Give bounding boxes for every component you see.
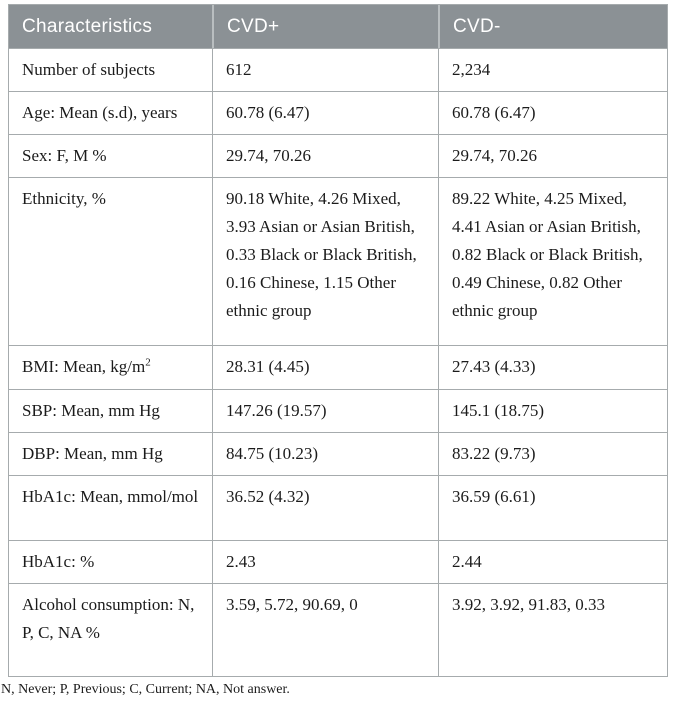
row-value: 28.31 (4.45)	[212, 345, 438, 389]
row-label: HbA1c: Mean, mmol/mol	[9, 475, 212, 540]
table-body: Number of subjects 612 2,234 Age: Mean (s.d…	[9, 48, 667, 676]
row-value: 83.22 (9.73)	[438, 432, 667, 475]
table-row: Sex: F, M % 29.74, 70.26 29.74, 70.26	[9, 134, 667, 177]
row-value: 3.59, 5.72, 90.69, 0	[212, 583, 438, 676]
row-value: 2.44	[438, 540, 667, 583]
row-value: 3.92, 3.92, 91.83, 0.33	[438, 583, 667, 676]
header-cell-cvd-negative: CVD-	[438, 5, 667, 48]
table-row: Number of subjects 612 2,234	[9, 48, 667, 91]
row-label: HbA1c: %	[9, 540, 212, 583]
table-row: HbA1c: Mean, mmol/mol 36.52 (4.32) 36.59 (…	[9, 475, 667, 540]
row-value: 36.52 (4.32)	[212, 475, 438, 540]
row-value: 27.43 (4.33)	[438, 345, 667, 389]
table-row: HbA1c: % 2.43 2.44	[9, 540, 667, 583]
row-value: 145.1 (18.75)	[438, 389, 667, 432]
row-value: 612	[212, 48, 438, 91]
row-value: 29.74, 70.26	[438, 134, 667, 177]
row-label: Age: Mean (s.d), years	[9, 91, 212, 134]
row-value: 29.74, 70.26	[212, 134, 438, 177]
table-row: Ethnicity, % 90.18 White, 4.26 Mixed, 3.9…	[9, 177, 667, 345]
row-value: 2.43	[212, 540, 438, 583]
table-header: Characteristics CVD+ CVD-	[9, 5, 667, 48]
row-label: DBP: Mean, mm Hg	[9, 432, 212, 475]
row-label: BMI: Mean, kg/m2	[9, 345, 212, 389]
table-row: Alcohol consumption: N, P, C, NA % 3.59, …	[9, 583, 667, 676]
row-label: Alcohol consumption: N, P, C, NA %	[9, 583, 212, 676]
row-value: 36.59 (6.61)	[438, 475, 667, 540]
row-label: Ethnicity, %	[9, 177, 212, 345]
row-value: 89.22 White, 4.25 Mixed, 4.41 Asian or A…	[438, 177, 667, 345]
row-label: SBP: Mean, mm Hg	[9, 389, 212, 432]
characteristics-table: Characteristics CVD+ CVD- Number of subj…	[8, 4, 668, 677]
table-row: BMI: Mean, kg/m2 28.31 (4.45) 27.43 (4.33)	[9, 345, 667, 389]
header-cell-characteristics: Characteristics	[9, 5, 212, 48]
table-row: Age: Mean (s.d), years 60.78 (6.47) 60.78 …	[9, 91, 667, 134]
row-label: Number of subjects	[9, 48, 212, 91]
row-value: 60.78 (6.47)	[212, 91, 438, 134]
row-value: 2,234	[438, 48, 667, 91]
row-value: 60.78 (6.47)	[438, 91, 667, 134]
row-value: 90.18 White, 4.26 Mixed, 3.93 Asian or A…	[212, 177, 438, 345]
table-footnote: N, Never; P, Previous; C, Current; NA, N…	[1, 682, 290, 697]
row-value: 147.26 (19.57)	[212, 389, 438, 432]
header-cell-cvd-positive: CVD+	[212, 5, 438, 48]
table-row: DBP: Mean, mm Hg 84.75 (10.23) 83.22 (9.73…	[9, 432, 667, 475]
row-value: 84.75 (10.23)	[212, 432, 438, 475]
table-row: SBP: Mean, mm Hg 147.26 (19.57) 145.1 (18.…	[9, 389, 667, 432]
header-row: Characteristics CVD+ CVD-	[9, 5, 667, 48]
row-label: Sex: F, M %	[9, 134, 212, 177]
superscript: 2	[145, 356, 151, 369]
